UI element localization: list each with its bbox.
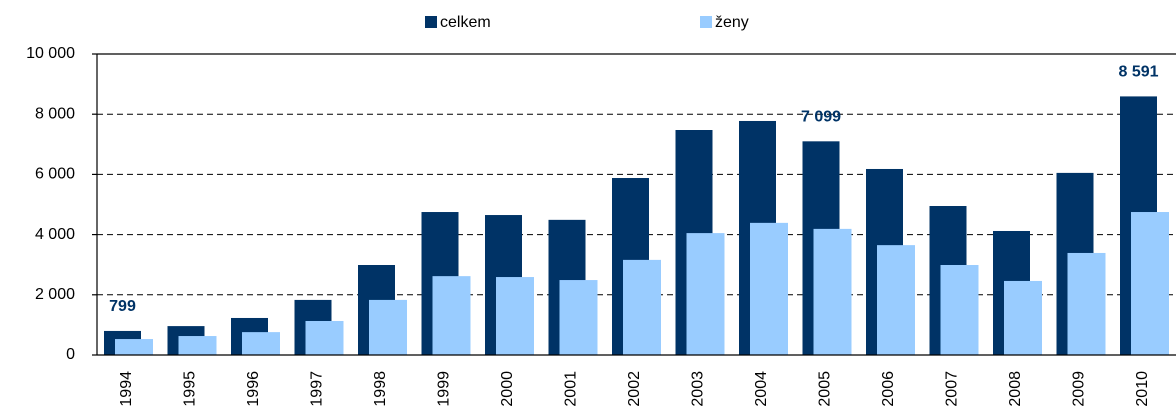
bar: [115, 339, 153, 355]
x-tick-label: 2005: [817, 371, 834, 407]
y-tick-label: 4 000: [35, 226, 75, 243]
x-tick-label: 2004: [753, 371, 770, 407]
y-tick-label: 6 000: [35, 166, 75, 183]
legend-swatch: [700, 16, 712, 28]
y-tick-label: 8 000: [35, 105, 75, 122]
y-tick-label: 0: [66, 346, 75, 363]
data-label: 799: [109, 298, 136, 315]
bar: [813, 228, 852, 355]
legend-label: celkem: [440, 14, 491, 31]
x-tick-label: 2003: [690, 371, 707, 407]
bar: [940, 265, 979, 355]
bar: [1131, 212, 1169, 355]
x-tick-label: 2007: [944, 371, 961, 407]
x-tick-label: 2001: [563, 371, 580, 407]
data-label: 8 591: [1118, 64, 1158, 81]
x-tick-label: 2006: [880, 371, 897, 407]
bar: [305, 320, 344, 355]
x-tick-label: 2000: [499, 371, 516, 407]
x-tick-label: 1998: [372, 371, 389, 407]
legend-swatch: [425, 16, 437, 28]
y-tick-label: 2 000: [35, 286, 75, 303]
y-tick-label: 10 000: [26, 45, 75, 62]
x-tick-label: 1997: [309, 371, 326, 407]
bar: [877, 245, 915, 355]
bar: [1004, 280, 1042, 355]
bar: [559, 280, 598, 355]
x-tick-label: 2010: [1134, 371, 1151, 407]
bar: [623, 259, 661, 355]
x-tick-label: 2009: [1071, 371, 1088, 407]
x-tick-label: 2002: [626, 371, 643, 407]
legend-label: ženy: [715, 14, 749, 31]
bar: [432, 276, 471, 355]
bar: [178, 336, 217, 355]
bar: [1067, 252, 1106, 355]
x-tick-label: 1994: [118, 371, 135, 407]
bar: [686, 233, 725, 355]
data-label: 7 099: [801, 109, 841, 126]
bar: [496, 277, 534, 355]
bar: [750, 222, 788, 355]
bar: [369, 299, 407, 355]
x-tick-label: 1999: [436, 371, 453, 407]
x-tick-label: 2008: [1007, 371, 1024, 407]
x-tick-label: 1996: [245, 371, 262, 407]
bar: [242, 332, 280, 355]
x-tick-label: 1995: [182, 371, 199, 407]
